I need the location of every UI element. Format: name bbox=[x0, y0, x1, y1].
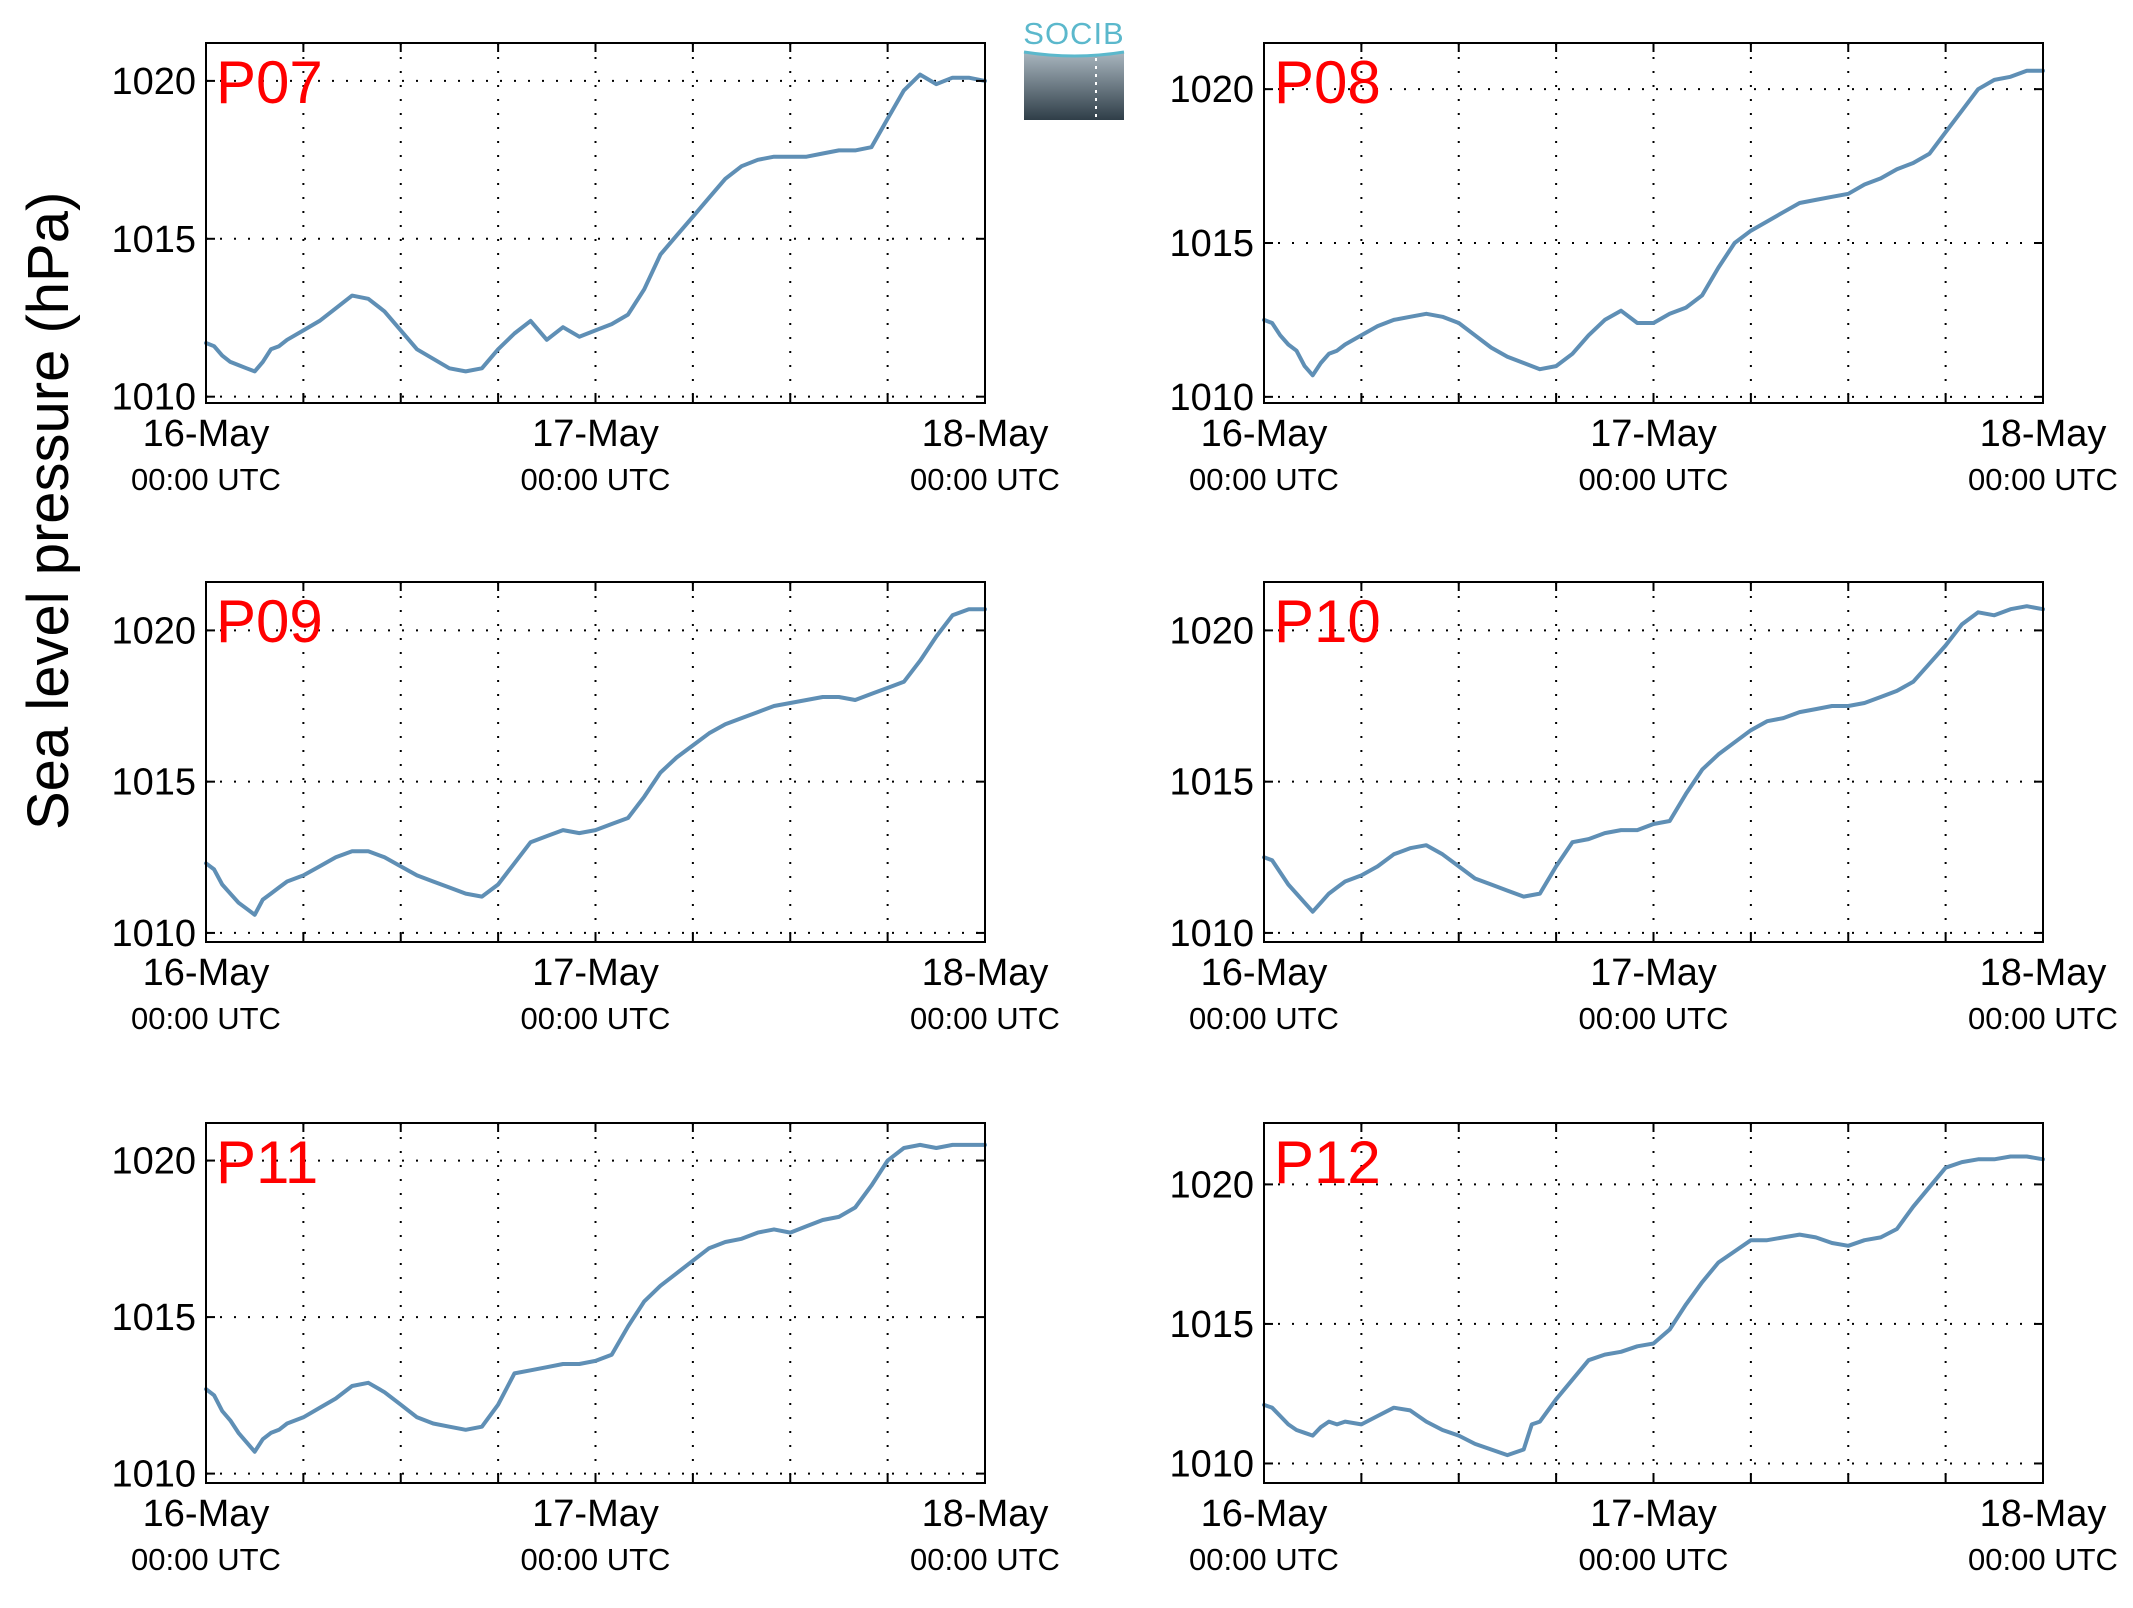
series-line bbox=[1262, 604, 2045, 914]
y-tick-label: 1015 bbox=[1169, 1304, 1254, 1346]
x-tick-label-time: 00:00 UTC bbox=[131, 462, 281, 497]
x-tick-label-date: 18-May bbox=[1980, 952, 2107, 994]
y-tick-label: 1010 bbox=[111, 1454, 196, 1496]
x-tick-label-time: 00:00 UTC bbox=[910, 1542, 1060, 1577]
series-line bbox=[1262, 68, 2045, 378]
panel-title: P11 bbox=[216, 1129, 318, 1196]
y-tick-label: 1015 bbox=[111, 762, 196, 804]
axes-frame bbox=[1263, 581, 2044, 943]
axes-frame bbox=[1263, 1122, 2044, 1484]
logo-text: SOCIB bbox=[1023, 16, 1124, 51]
series-line bbox=[204, 72, 987, 374]
x-tick-label-date: 17-May bbox=[532, 952, 659, 994]
x-tick-label-time: 00:00 UTC bbox=[1189, 462, 1339, 497]
x-tick-label-date: 17-May bbox=[532, 1493, 659, 1535]
y-tick-label: 1015 bbox=[111, 219, 196, 261]
y-tick-label: 1010 bbox=[1169, 377, 1254, 419]
socib-logo: SOCIB bbox=[1023, 16, 1125, 120]
axes-frame bbox=[205, 42, 986, 404]
x-tick-label-time: 00:00 UTC bbox=[910, 1001, 1060, 1036]
panel-title: P10 bbox=[1274, 588, 1381, 655]
x-tick-label-time: 00:00 UTC bbox=[521, 1542, 671, 1577]
x-tick-label-time: 00:00 UTC bbox=[910, 462, 1060, 497]
y-tick-label: 1020 bbox=[1169, 69, 1254, 111]
x-tick-label-date: 18-May bbox=[922, 1493, 1049, 1535]
x-tick-label-time: 00:00 UTC bbox=[1968, 1542, 2118, 1577]
y-tick-label: 1020 bbox=[111, 1141, 196, 1183]
axes-frame bbox=[205, 581, 986, 943]
y-tick-label: 1015 bbox=[111, 1297, 196, 1339]
series-line bbox=[1262, 1154, 2045, 1458]
y-tick-label: 1015 bbox=[1169, 762, 1254, 804]
x-tick-label-time: 00:00 UTC bbox=[1968, 1001, 2118, 1036]
y-tick-label: 1020 bbox=[1169, 610, 1254, 652]
x-tick-label-date: 18-May bbox=[1980, 413, 2107, 455]
panels: 1010 1015 1020 16-May 00:00 UTC 17-May 00:00 U… bbox=[111, 42, 2118, 1577]
x-tick-label-date: 16-May bbox=[1201, 952, 1328, 994]
panel-p08: 1010 1015 1020 16-May 00:00 UTC 17-May 00:00 U… bbox=[1169, 42, 2118, 497]
panel-title: P08 bbox=[1274, 49, 1381, 116]
y-tick-label: 1010 bbox=[1169, 1443, 1254, 1485]
x-tick-label-date: 16-May bbox=[143, 1493, 270, 1535]
x-tick-label-time: 00:00 UTC bbox=[521, 462, 671, 497]
panel-title: P07 bbox=[216, 49, 323, 116]
x-tick-label-date: 16-May bbox=[1201, 1493, 1328, 1535]
panel-p11: 1010 1015 1020 16-May 00:00 UTC 17-May 00:00 U… bbox=[111, 1122, 1060, 1577]
x-tick-label-time: 00:00 UTC bbox=[1968, 462, 2118, 497]
panel-p09: 1010 1015 1020 16-May 00:00 UTC 17-May 00:00 U… bbox=[111, 581, 1060, 1036]
panel-title: P09 bbox=[216, 588, 323, 655]
x-tick-label-time: 00:00 UTC bbox=[521, 1001, 671, 1036]
x-tick-label-time: 00:00 UTC bbox=[131, 1001, 281, 1036]
x-tick-label-time: 00:00 UTC bbox=[1579, 1001, 1729, 1036]
y-tick-label: 1015 bbox=[1169, 223, 1254, 265]
x-tick-label-date: 18-May bbox=[922, 952, 1049, 994]
panel-p12: 1010 1015 1020 16-May 00:00 UTC 17-May 00:00 U… bbox=[1169, 1122, 2118, 1577]
series-line bbox=[204, 1142, 987, 1454]
y-tick-label: 1010 bbox=[1169, 913, 1254, 955]
x-tick-label-date: 16-May bbox=[143, 413, 270, 455]
x-tick-label-date: 17-May bbox=[1590, 413, 1717, 455]
x-tick-label-date: 16-May bbox=[1201, 413, 1328, 455]
axes-frame bbox=[205, 1122, 986, 1484]
x-tick-label-date: 18-May bbox=[1980, 1493, 2107, 1535]
y-axis-label: Sea level pressure (hPa) bbox=[16, 192, 81, 830]
x-tick-label-date: 17-May bbox=[1590, 952, 1717, 994]
y-tick-label: 1020 bbox=[1169, 1164, 1254, 1206]
x-tick-label-date: 17-May bbox=[532, 413, 659, 455]
x-tick-label-time: 00:00 UTC bbox=[1189, 1001, 1339, 1036]
x-tick-label-date: 16-May bbox=[143, 952, 270, 994]
y-tick-label: 1020 bbox=[111, 61, 196, 103]
series-line bbox=[204, 607, 987, 917]
y-tick-label: 1010 bbox=[111, 913, 196, 955]
x-tick-label-time: 00:00 UTC bbox=[1579, 1542, 1729, 1577]
axes-frame bbox=[1263, 42, 2044, 404]
y-tick-label: 1020 bbox=[111, 610, 196, 652]
x-tick-label-time: 00:00 UTC bbox=[131, 1542, 281, 1577]
y-tick-label: 1010 bbox=[111, 377, 196, 419]
x-tick-label-time: 00:00 UTC bbox=[1189, 1542, 1339, 1577]
panel-p10: 1010 1015 1020 16-May 00:00 UTC 17-May 00:00 U… bbox=[1169, 581, 2118, 1036]
x-tick-label-date: 18-May bbox=[922, 413, 1049, 455]
panel-title: P12 bbox=[1274, 1129, 1381, 1196]
x-tick-label-date: 17-May bbox=[1590, 1493, 1717, 1535]
x-tick-label-time: 00:00 UTC bbox=[1579, 462, 1729, 497]
panel-p07: 1010 1015 1020 16-May 00:00 UTC 17-May 00:00 U… bbox=[111, 42, 1060, 497]
